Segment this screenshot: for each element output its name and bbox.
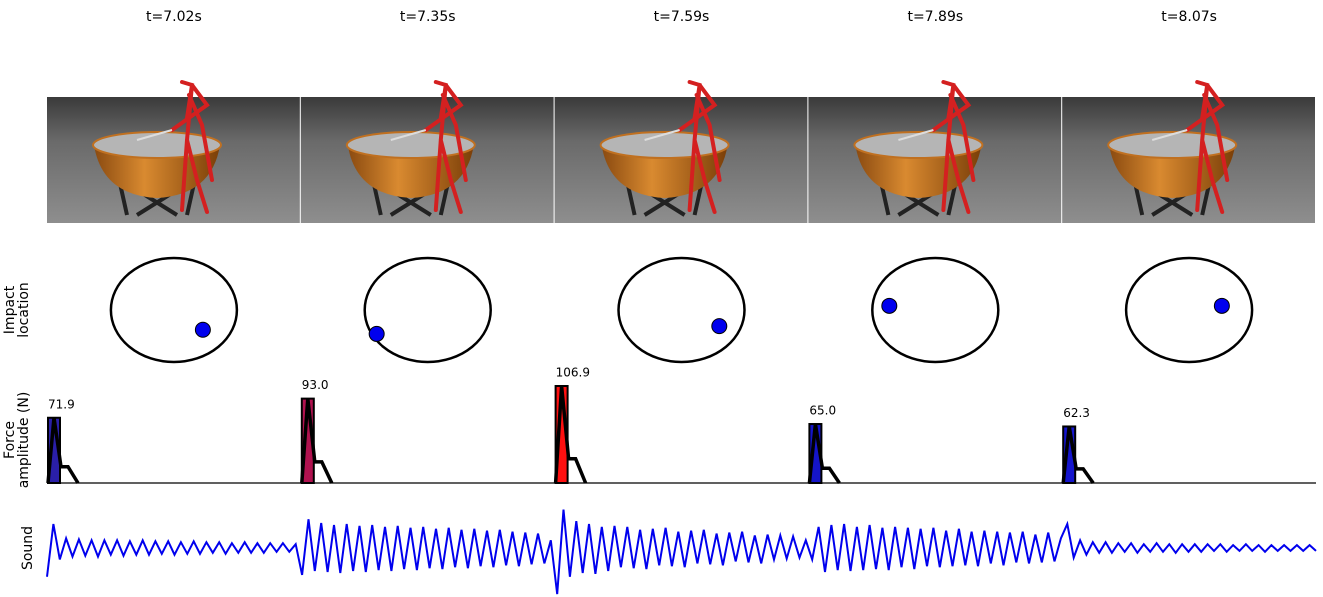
- drum-head: [345, 131, 476, 159]
- drum-stand: [1130, 169, 1215, 217]
- drum-body: [347, 145, 474, 198]
- drum-head: [92, 131, 222, 159]
- figure: [170, 80, 214, 214]
- force-profile: [553, 385, 588, 484]
- impact-point: [711, 318, 728, 335]
- y-axis-label: location: [16, 282, 32, 338]
- value-label: 62.3: [1063, 406, 1090, 420]
- drum-stand: [622, 169, 707, 217]
- y-axis-label: Impact: [2, 285, 18, 334]
- value-label: 71.9: [48, 397, 75, 411]
- y-axis-label: amplitude (N): [16, 392, 32, 489]
- render-frame: [554, 80, 808, 223]
- y-axis-label: Sound: [20, 526, 36, 570]
- drum-body: [1109, 145, 1236, 198]
- drum-stick: [390, 129, 427, 141]
- drum-stick: [644, 129, 680, 141]
- drum-outline: [617, 256, 746, 364]
- render-frame: [1062, 80, 1315, 223]
- drum-body: [94, 145, 220, 198]
- value-label: 93.0: [302, 378, 329, 392]
- force-profile: [46, 417, 80, 484]
- drum-head: [853, 131, 984, 159]
- render-frame: [47, 80, 300, 223]
- y-axis-label: Force: [2, 421, 18, 459]
- drum-outline: [109, 256, 239, 364]
- frame-title: t=7.35s: [400, 9, 456, 25]
- drum-head: [599, 131, 730, 159]
- impact-point: [881, 297, 898, 314]
- force-profile: [1061, 426, 1095, 485]
- frame-title: t=8.07s: [1161, 9, 1217, 25]
- impact-point: [368, 325, 385, 342]
- drum-stick: [1151, 129, 1188, 141]
- drum-outline: [363, 256, 492, 364]
- force-profile: [807, 423, 841, 484]
- render-frame: [808, 80, 1062, 223]
- drum-stand: [876, 169, 961, 217]
- drum-body: [601, 145, 728, 198]
- frame-title: t=7.02s: [146, 9, 202, 25]
- value-label: 106.9: [556, 366, 590, 380]
- sound-wave: [46, 509, 1317, 595]
- drum-body: [855, 145, 982, 198]
- impact-point: [194, 321, 211, 338]
- figure: [423, 80, 468, 214]
- drum-stand: [115, 169, 199, 217]
- drum-stick: [898, 129, 934, 141]
- drum-outline: [1124, 256, 1254, 364]
- frame-title: t=7.89s: [907, 9, 963, 25]
- render-frame: [300, 80, 554, 223]
- impact-point: [1213, 297, 1230, 314]
- frame-title: t=7.59s: [654, 9, 710, 25]
- figure: [931, 80, 976, 214]
- drum-outline: [871, 256, 1000, 364]
- value-label: 65.0: [809, 404, 836, 418]
- force-profile: [300, 398, 334, 484]
- drum-stick: [136, 129, 173, 141]
- drum-head: [1107, 131, 1238, 159]
- figure: [1185, 80, 1230, 214]
- figure: [677, 80, 722, 214]
- drum-stand: [368, 169, 453, 217]
